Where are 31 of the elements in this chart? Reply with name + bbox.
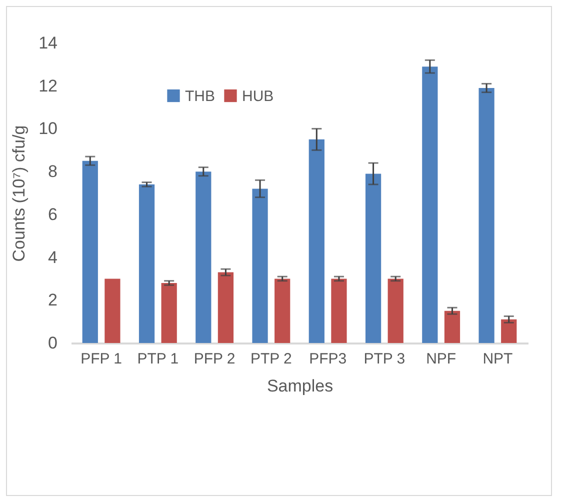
x-tick-label: PTP 3 bbox=[364, 350, 406, 368]
x-tick-label: PTP 2 bbox=[250, 350, 292, 368]
bar bbox=[252, 188, 268, 343]
x-tick-label: PFP 1 bbox=[80, 350, 122, 368]
y-tick-label: 2 bbox=[48, 290, 58, 310]
bar bbox=[218, 272, 234, 343]
x-tick-label: NPT bbox=[482, 350, 513, 368]
y-tick-label: 14 bbox=[38, 34, 58, 52]
x-tick-label: PFP3 bbox=[309, 350, 347, 368]
bar bbox=[308, 139, 324, 343]
y-tick-label: 0 bbox=[48, 334, 58, 352]
bar bbox=[478, 88, 494, 343]
bar bbox=[422, 66, 438, 343]
y-tick-label: 8 bbox=[48, 162, 58, 182]
x-axis-title: Samples bbox=[266, 376, 334, 396]
bar bbox=[104, 278, 120, 343]
y-axis-title: Counts (10⁷) cfu/g bbox=[10, 125, 29, 262]
y-tick-label: 12 bbox=[38, 76, 58, 96]
bar bbox=[501, 319, 517, 343]
bar bbox=[444, 310, 460, 343]
y-tick-label: 6 bbox=[48, 204, 58, 224]
y-tick-label: 10 bbox=[38, 119, 58, 138]
bar bbox=[365, 174, 382, 343]
y-tick-label: 4 bbox=[48, 248, 58, 267]
x-tick-label: NPF bbox=[426, 350, 456, 368]
bar bbox=[196, 172, 212, 343]
legend-label: THB bbox=[185, 88, 215, 105]
bar bbox=[82, 160, 98, 343]
legend-label: HUB bbox=[242, 88, 274, 105]
x-tick-label: PFP 2 bbox=[194, 350, 236, 368]
x-tick-label: PTP 1 bbox=[137, 350, 179, 368]
